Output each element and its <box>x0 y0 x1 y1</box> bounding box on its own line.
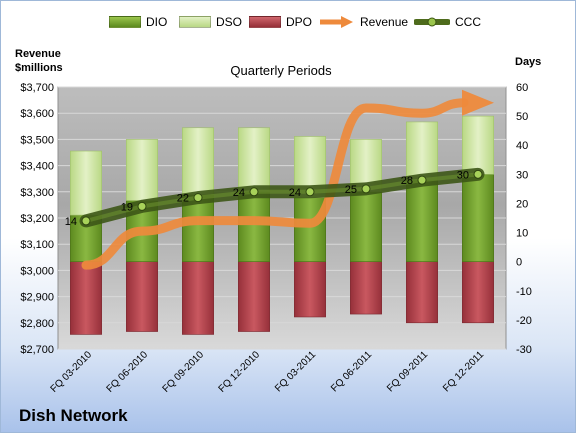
y-left-tick-label: $3,100 <box>20 239 54 251</box>
x-tick-label: FQ 09-2011 <box>385 349 430 394</box>
legend-arrow-icon <box>320 16 353 28</box>
ccc-point <box>249 187 259 197</box>
ccc-data-label: 24 <box>233 187 245 199</box>
x-tick-label: FQ 06-2011 <box>329 349 374 394</box>
ccc-data-label: 25 <box>345 184 357 196</box>
left-axis-title-line1: Revenue <box>15 48 61 60</box>
x-tick-label: FQ 03-2010 <box>49 349 95 395</box>
x-tick-label: FQ 12-2010 <box>217 349 263 395</box>
legend-ccc-icon <box>414 17 450 27</box>
y-left-tick-label: $3,000 <box>20 265 54 277</box>
x-tick-label: FQ 06-2010 <box>105 349 151 395</box>
bar-dso <box>462 115 494 175</box>
legend-label-dso: DSO <box>216 15 243 29</box>
ccc-data-label: 28 <box>401 175 413 187</box>
bar-dso <box>182 127 214 196</box>
right-axis-title: Days <box>515 56 542 68</box>
ccc-point <box>137 201 147 211</box>
y-right-tick-label: -20 <box>516 315 532 327</box>
company-name: Dish Network <box>19 406 128 425</box>
legend-label-dio: DIO <box>146 15 168 29</box>
left-axis-title-line2: $millions <box>15 62 63 74</box>
bar-dio <box>462 174 494 262</box>
legend-item-dpo: DPO <box>249 15 312 29</box>
bar-dpo <box>70 261 102 335</box>
y-right-tick-label: 60 <box>516 82 528 94</box>
y-left-tick-label: $3,400 <box>20 161 54 173</box>
y-left-tick-label: $3,600 <box>20 108 54 120</box>
y-left-tick-label: $3,700 <box>20 82 54 94</box>
bar-dso <box>238 127 270 193</box>
bar-dpo <box>126 261 158 332</box>
plot-title: Quarterly Periods <box>230 63 332 78</box>
y-right-tick-label: 30 <box>516 169 528 181</box>
legend-swatch-dio <box>109 16 141 28</box>
legend-swatch-dso <box>179 16 211 28</box>
ccc-data-label: 30 <box>457 169 469 181</box>
legend-item-revenue: Revenue <box>319 15 408 29</box>
ccc-point <box>193 193 203 203</box>
x-tick-label: FQ 09-2010 <box>161 349 207 395</box>
x-tick-label: FQ 12-2011 <box>441 349 486 394</box>
ccc-point <box>417 175 427 185</box>
bar-dio <box>406 179 438 262</box>
y-right-tick-label: 40 <box>516 140 528 152</box>
ccc-point <box>361 184 371 194</box>
x-tick-label: FQ 03-2011 <box>273 349 318 394</box>
legend-label-revenue: Revenue <box>360 15 409 29</box>
revenue-line <box>81 98 469 270</box>
ccc-line-highlight <box>84 172 480 223</box>
ccc-point <box>473 169 483 179</box>
legend-item-dso: DSO <box>179 15 242 29</box>
ccc-data-label: 22 <box>177 193 189 205</box>
legend-item-ccc: CCC <box>414 15 481 29</box>
bar-dio <box>182 194 214 262</box>
bar-dpo <box>350 261 382 315</box>
y-right-tick-label: -30 <box>516 344 532 356</box>
y-left-tick-label: $2,900 <box>20 292 54 304</box>
bar-dpo <box>238 261 270 332</box>
revenue-arrowhead <box>462 89 494 116</box>
bar-dio <box>350 191 382 262</box>
ccc-point <box>81 216 91 226</box>
y-left-tick-label: $2,800 <box>20 318 54 330</box>
legend-item-dio: DIO <box>109 15 167 29</box>
ccc-data-label: 24 <box>289 187 301 199</box>
y-right-tick-label: 20 <box>516 198 528 210</box>
bar-dso <box>406 121 438 181</box>
bar-dpo <box>182 261 214 335</box>
bar-dso <box>126 139 158 201</box>
y-right-tick-label: 50 <box>516 111 528 123</box>
bar-dpo <box>462 261 494 324</box>
left-axis-title: Revenue $millions <box>15 47 63 75</box>
legend-label-dpo: DPO <box>286 15 313 29</box>
legend-label-ccc: CCC <box>455 15 481 29</box>
ccc-data-label: 19 <box>121 201 133 213</box>
y-left-tick-label: $3,200 <box>20 213 54 225</box>
y-right-tick-label: 10 <box>516 228 528 240</box>
ccc-point <box>305 187 315 197</box>
y-right-tick-label: -10 <box>516 286 532 298</box>
ccc-data-label: 14 <box>65 216 77 228</box>
bar-dpo <box>406 261 438 324</box>
bar-dpo <box>294 261 326 318</box>
bar-dio <box>238 191 270 262</box>
bar-dso <box>70 150 102 216</box>
y-left-tick-label: $2,700 <box>20 344 54 356</box>
y-left-tick-label: $3,500 <box>20 134 54 146</box>
legend-swatch-dpo <box>249 16 281 28</box>
y-left-tick-label: $3,300 <box>20 187 54 199</box>
y-right-tick-label: 0 <box>516 257 522 269</box>
